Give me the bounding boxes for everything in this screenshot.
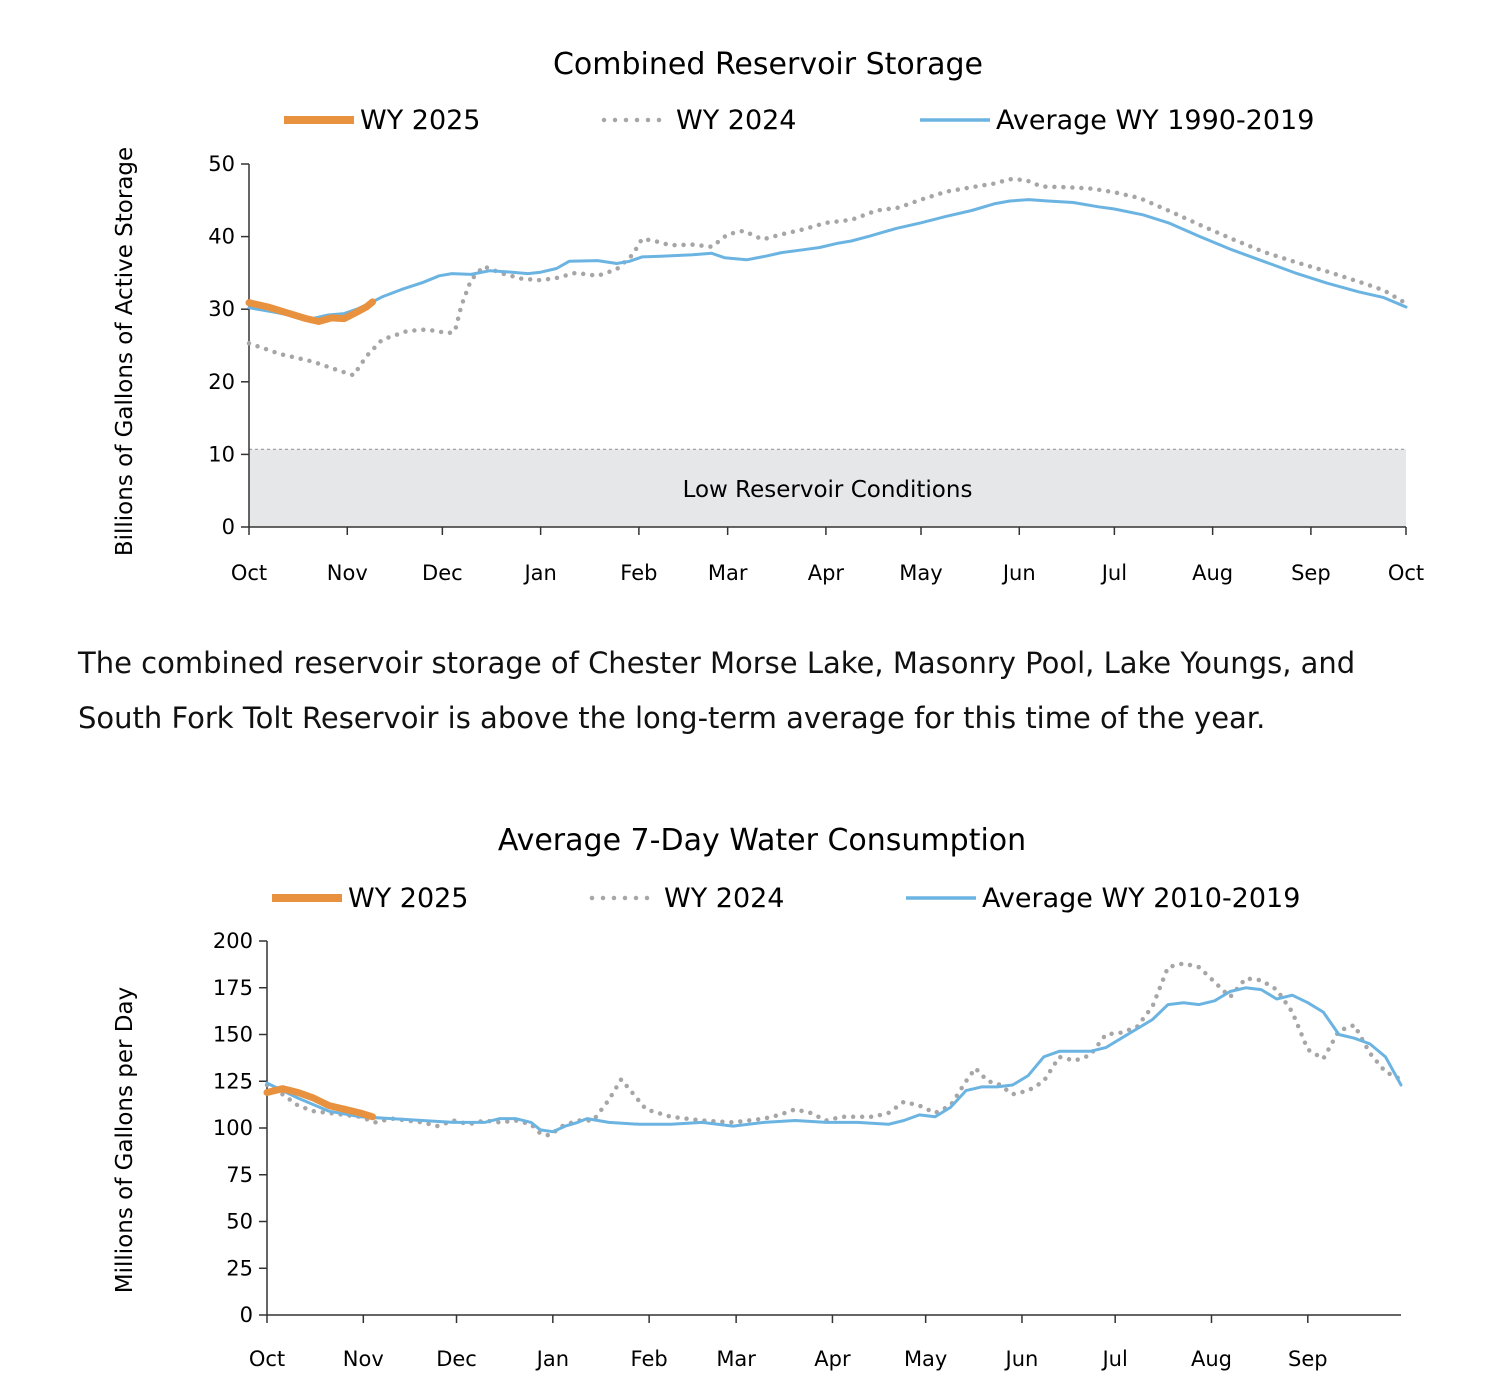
x-tick-label-oct-12: Oct	[1388, 561, 1424, 585]
y-tick-label-40: 40	[208, 225, 235, 249]
y-tick-label-125: 125	[213, 1069, 253, 1093]
series-line-wy-2025	[245, 298, 377, 325]
legend-label-wy-2024: WY 2024	[676, 105, 797, 136]
series-line-wy-2024	[264, 961, 1404, 1138]
chart-title: Combined Reservoir Storage	[553, 47, 983, 82]
x-tick-label-may-7: May	[899, 561, 942, 585]
x-tick-label-jan-3: Jan	[522, 561, 556, 585]
y-tick-label-10: 10	[208, 442, 235, 466]
y-axis-label: Billions of Gallons of Active Storage	[112, 147, 138, 556]
x-tick-label-nov-1: Nov	[343, 1347, 384, 1371]
legend-label-average-wy-1990-2019: Average WY 1990-2019	[996, 105, 1314, 136]
x-tick-label-jun-8: Jun	[1001, 561, 1036, 585]
legend-item-wy-2025: WY 2025	[272, 883, 469, 914]
legend-item-average-wy-2010-2019: Average WY 2010-2019	[906, 883, 1300, 914]
chart-title: Average 7-Day Water Consumption	[498, 823, 1026, 858]
series-line-average-wy-2010-2019	[265, 986, 1403, 1134]
low-reservoir-label: Low Reservoir Conditions	[683, 477, 973, 503]
y-tick-label-25: 25	[226, 1256, 253, 1280]
y-axis-label: Millions of Gallons per Day	[112, 987, 138, 1293]
x-tick-label-sep-11: Sep	[1288, 1347, 1328, 1371]
x-tick-label-oct-0: Oct	[231, 561, 267, 585]
y-tick-label-20: 20	[208, 370, 235, 394]
y-tick-label-200: 200	[213, 929, 253, 953]
legend-label-wy-2025: WY 2025	[360, 105, 481, 136]
x-tick-label-may-7: May	[904, 1347, 947, 1371]
y-tick-label-50: 50	[226, 1210, 253, 1234]
x-tick-label-sep-11: Sep	[1291, 561, 1331, 585]
y-tick-label-50: 50	[208, 152, 235, 176]
y-tick-label-150: 150	[213, 1023, 253, 1047]
series-line-average-wy-1990-2019	[247, 198, 1408, 321]
x-tick-label-apr-6: Apr	[808, 561, 845, 585]
y-tick-label-175: 175	[213, 976, 253, 1000]
legend-item-wy-2025: WY 2025	[284, 105, 481, 136]
series-line-wy-2024	[246, 176, 1409, 378]
legend-item-wy-2024: WY 2024	[589, 883, 785, 914]
x-tick-label-dec-2: Dec	[436, 1347, 477, 1371]
x-tick-label-aug-10: Aug	[1191, 1347, 1232, 1371]
reservoir-storage-chart: Combined Reservoir Storage WY 2025 WY 2024…	[112, 47, 1424, 585]
x-tick-label-feb-4: Feb	[631, 1347, 668, 1371]
x-tick-label-mar-5: Mar	[716, 1347, 756, 1371]
series-line-wy-2025	[263, 1085, 377, 1121]
water-consumption-chart: Average 7-Day Water Consumption WY 2025 WY…	[112, 823, 1404, 1371]
y-tick-label-100: 100	[213, 1116, 253, 1140]
legend-label-average-wy-2010-2019: Average WY 2010-2019	[982, 883, 1300, 914]
y-tick-label-75: 75	[226, 1163, 253, 1187]
legend-label-wy-2025: WY 2025	[348, 883, 469, 914]
x-tick-label-feb-4: Feb	[620, 561, 657, 585]
y-tick-label-30: 30	[208, 297, 235, 321]
legend-item-average-wy-1990-2019: Average WY 1990-2019	[920, 105, 1314, 136]
legend-label-wy-2024: WY 2024	[664, 883, 785, 914]
x-tick-label-oct-0: Oct	[249, 1347, 285, 1371]
x-tick-label-aug-10: Aug	[1192, 561, 1233, 585]
x-tick-label-nov-1: Nov	[327, 561, 368, 585]
low-reservoir-band	[249, 449, 1406, 527]
legend-item-wy-2024: WY 2024	[601, 105, 797, 136]
summary-text: The combined reservoir storage of Cheste…	[78, 646, 1356, 735]
x-tick-label-jan-3: Jan	[535, 1347, 569, 1371]
x-tick-label-mar-5: Mar	[708, 561, 748, 585]
x-tick-label-dec-2: Dec	[422, 561, 463, 585]
x-tick-label-jul-9: Jul	[1100, 1347, 1127, 1371]
y-tick-label-0: 0	[222, 515, 235, 539]
x-tick-label-jul-9: Jul	[1100, 561, 1127, 585]
x-tick-label-apr-6: Apr	[814, 1347, 851, 1371]
x-tick-label-jun-8: Jun	[1004, 1347, 1039, 1371]
y-tick-label-0: 0	[240, 1303, 253, 1327]
